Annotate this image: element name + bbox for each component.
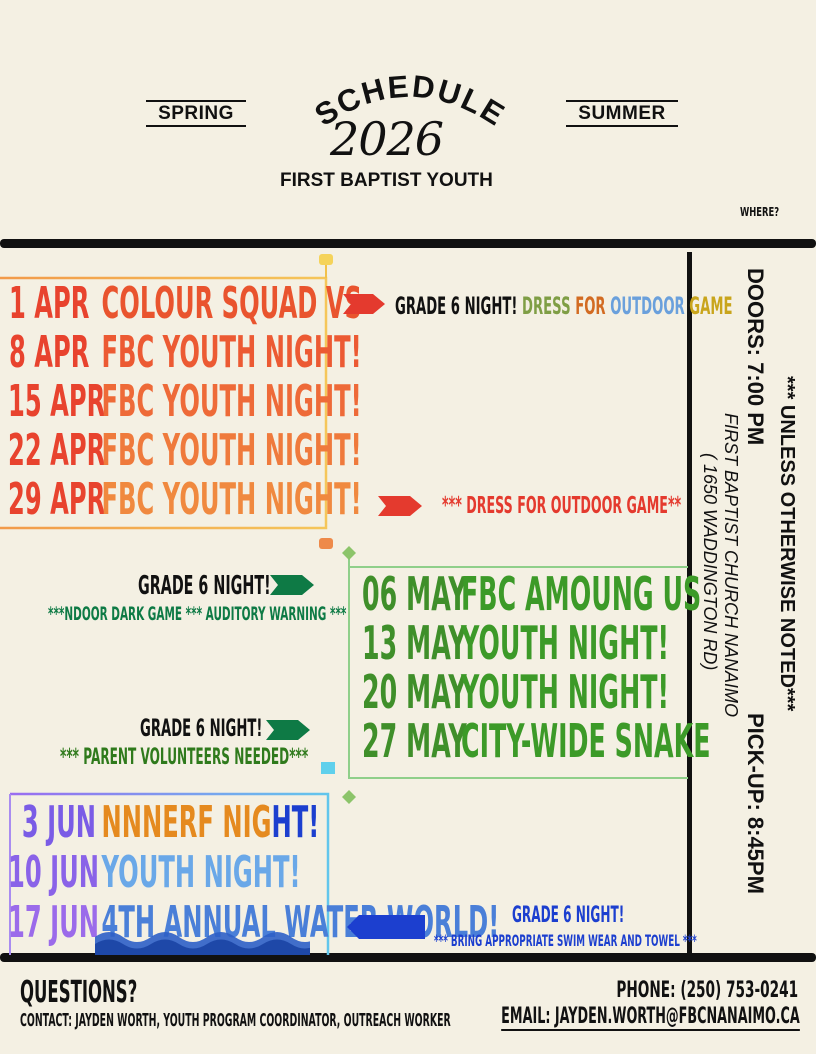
may-note-1-title: GRADE 6 NIGHT! — [138, 571, 271, 601]
may-arrow-2-icon — [266, 720, 310, 740]
april-date: 22 APR — [8, 425, 106, 476]
may-row: 06 MAYFBC AMOUNG US — [362, 567, 701, 621]
subtitle: FIRST BAPTIST YOUTH — [280, 170, 493, 191]
where-label: WHERE? — [740, 205, 780, 219]
venue-address: ( 1650 WADDINGTON RD) — [700, 453, 720, 671]
may-frame — [342, 546, 688, 804]
may-event: YOUTH NIGHT! — [461, 616, 670, 670]
email-link[interactable]: EMAIL: JAYDEN.WORTH@FBCNANAIMO.CA — [501, 1004, 800, 1031]
may-date: 20 MAY — [362, 665, 467, 719]
april-arrow-2-icon — [378, 496, 422, 516]
side-info-panel: *** UNLESS OTHERWISE NOTED*** DOORS: 7:0… — [692, 248, 812, 953]
april-note-2: *** DRESS FOR OUTDOOR GAME** — [442, 493, 682, 519]
may-row: 13 MAYYOUTH NIGHT! — [362, 616, 669, 670]
venue-name: FIRST BAPTIST CHURCH NANAIMO — [721, 413, 741, 718]
april-row: 1 APR COLOUR SQUAD VS — [8, 278, 362, 329]
june-row: 17 JUN4TH ANNUAL WATER WORLD! — [8, 897, 499, 948]
may-row: 27 MAYCITY-WIDE SNAKE — [362, 714, 710, 768]
may-event: CITY-WIDE SNAKE — [461, 714, 711, 768]
june-event: YOUTH NIGHT! — [101, 847, 301, 898]
year-title: 2026 — [330, 112, 444, 166]
april-event: FBC YOUTH NIGHT! — [101, 376, 362, 427]
may-note-2-sub: *** PARENT VOLUNTEERS NEEDED*** — [60, 745, 309, 770]
unless-noted-text: *** UNLESS OTHERWISE NOTED*** — [776, 376, 798, 712]
april-event: FBC YOUTH NIGHT! — [101, 474, 362, 525]
schedule-arc-title: SCHEDULE — [309, 69, 510, 134]
april-date: 15 APR — [8, 376, 106, 427]
june-date: 10 JUN — [8, 847, 100, 898]
contact-line: CONTACT: JAYDEN WORTH, YOUTH PROGRAM COO… — [20, 1010, 451, 1031]
side-divider — [687, 252, 692, 954]
april-row: 22 APRFBC YOUTH NIGHT! — [8, 425, 362, 476]
april-date: 29 APR — [8, 474, 106, 525]
may-date: 27 MAY — [362, 714, 467, 768]
june-note-title: GRADE 6 NIGHT! — [512, 903, 625, 928]
spring-label: SPRING — [146, 100, 246, 127]
top-divider — [0, 239, 816, 248]
april-row: 29 APRFBC YOUTH NIGHT! — [8, 474, 362, 525]
doors-time: DOORS: 7:00 PM — [743, 268, 768, 446]
april-event: FBC YOUTH NIGHT! — [101, 425, 362, 476]
may-arrow-1-icon — [270, 575, 314, 595]
pickup-time: PICK-UP: 8:45PM — [743, 713, 768, 894]
june-row: 10 JUNYOUTH NIGHT! — [8, 847, 300, 898]
april-event: COLOUR SQUAD VS — [101, 278, 362, 329]
june-arrow-icon — [347, 915, 425, 939]
april-date: 1 APR — [9, 278, 90, 329]
april-row: 15 APRFBC YOUTH NIGHT! — [8, 376, 362, 427]
april-arrow-1-icon — [343, 294, 385, 314]
april-row: 8 APR FBC YOUTH NIGHT! — [8, 327, 362, 378]
may-date: 06 MAY — [362, 567, 467, 621]
june-note-sub: *** BRING APPROPRIATE SWIM WEAR AND TOWE… — [434, 931, 697, 950]
may-event: FBC AMOUNG US — [461, 567, 702, 621]
june-event: NNNERF NIG — [101, 797, 272, 848]
water-wave-graphic — [95, 932, 310, 955]
june-date: 17 JUN — [8, 897, 100, 948]
june-frame — [9, 762, 335, 955]
may-row: 20 MAYYOUTH NIGHT! — [362, 665, 669, 719]
april-event: FBC YOUTH NIGHT! — [101, 327, 362, 378]
questions-heading: QUESTIONS? — [20, 975, 138, 1010]
april-frame — [0, 254, 333, 549]
may-note-2-title: GRADE 6 NIGHT! — [140, 714, 263, 742]
april-note-1: GRADE 6 NIGHT! DRESS FOR OUTDOOR GAME — [395, 292, 733, 320]
summer-label: SUMMER — [566, 100, 678, 127]
june-event-suffix: HT! — [271, 797, 320, 848]
may-date: 13 MAY — [362, 616, 467, 670]
phone-number[interactable]: PHONE: (250) 753-0241 — [616, 978, 798, 1003]
april-date: 8 APR — [9, 327, 90, 378]
may-event: YOUTH NIGHT! — [461, 665, 670, 719]
june-date: 3 JUN — [21, 797, 96, 848]
may-note-1-sub: ***NDOOR DARK GAME *** AUDITORY WARNING … — [48, 603, 347, 625]
bottom-divider — [0, 953, 816, 962]
june-row: 3 JUN NNNERF NIGHT! — [8, 797, 319, 848]
